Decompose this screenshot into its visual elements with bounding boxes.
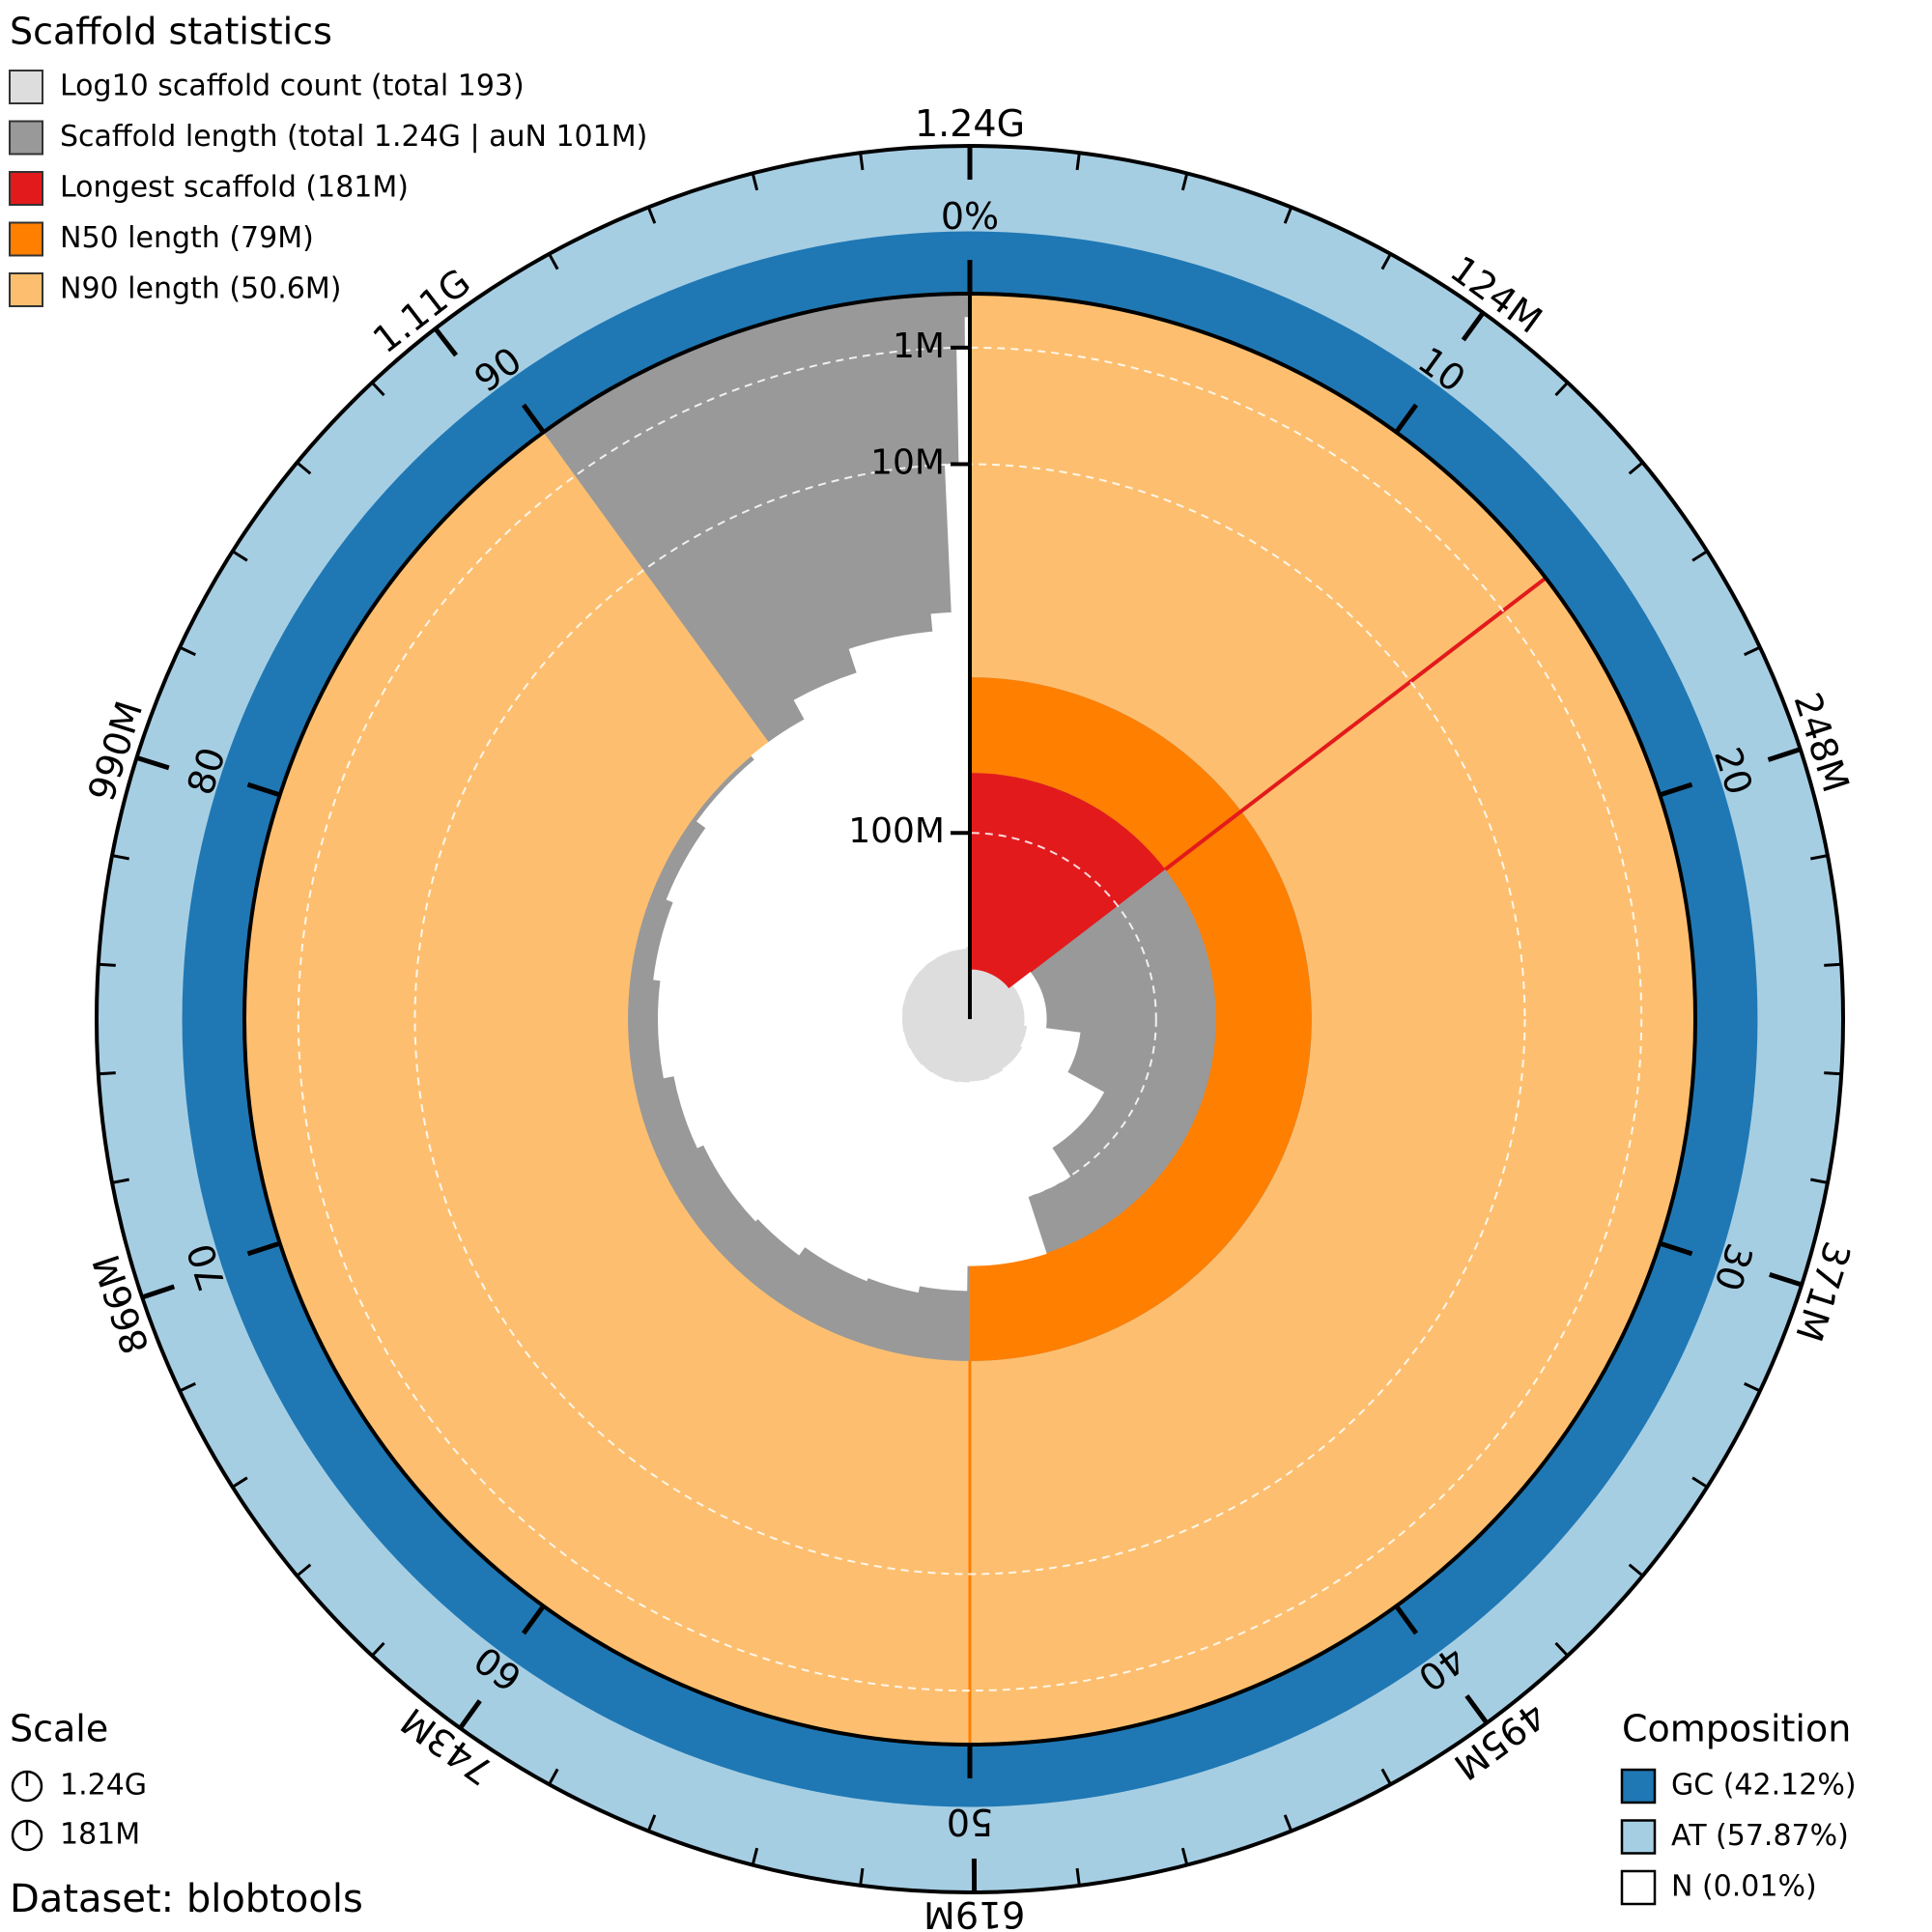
percent-tick [1394,1605,1419,1635]
length-tick [1767,747,1802,762]
radial-label: 1M [893,327,945,366]
composition-swatch [1620,1869,1657,1906]
minor-tick [1554,1641,1569,1658]
minor-tick [1628,1563,1644,1577]
length-label: 1.24G [915,102,1025,145]
minor-tick [98,962,116,967]
scale-label: 181M [60,1818,140,1852]
minor-tick [751,173,759,191]
minor-tick [1691,550,1709,562]
percent-tick [521,1605,546,1635]
radial-label: 10M [870,443,945,483]
minor-tick [179,645,196,657]
scale-icon [11,1770,43,1852]
length-tick [458,1699,482,1730]
minor-tick [1810,854,1829,861]
composition-label: N (0.01%) [1671,1870,1817,1904]
minor-tick [548,253,559,270]
longest-area [970,773,1166,1019]
legend-label: N50 length (79M) [60,221,314,255]
minor-tick [1824,1071,1842,1076]
percent-tick [1659,1240,1693,1257]
length-label: 619M [923,1893,1026,1932]
minor-tick [371,1641,385,1658]
minor-tick [859,1867,865,1887]
scale-title: Scale [10,1708,108,1750]
length-tick [135,754,170,771]
composition-swatch [1620,1768,1657,1804]
minor-tick [1628,461,1644,475]
minor-tick [231,550,248,562]
minor-tick [1810,1178,1829,1184]
minor-tick [751,1847,759,1865]
minor-tick [1075,1867,1081,1887]
length-tick [1464,1693,1490,1725]
minor-tick [296,1563,312,1577]
n50-area [970,677,1312,1361]
composition-label: GC (42.12%) [1671,1769,1857,1803]
legend-swatch [9,272,43,307]
grid-circle [297,346,1643,1692]
minor-tick [1554,381,1569,397]
longest-line [1164,576,1548,871]
minor-tick [1283,1814,1293,1833]
percent-label: 0% [941,195,999,238]
minor-tick [231,1476,248,1489]
composition-swatch [1620,1819,1657,1855]
composition-label: AT (57.87%) [1671,1819,1849,1853]
percent-tick [246,1240,281,1257]
percent-tick [521,403,546,434]
legend-label: N90 length (50.6M) [60,272,341,306]
length-tick [141,1284,176,1300]
minor-tick [1691,1476,1709,1489]
legend-label: Longest scaffold (181M) [60,171,409,205]
percent-tick [246,781,281,798]
minor-tick [1180,1847,1189,1865]
minor-tick [1075,152,1081,171]
minor-tick [179,1381,196,1393]
dataset-label: Dataset: blobtools [10,1877,363,1921]
minor-tick [1744,1381,1761,1393]
minor-tick [296,461,312,475]
legend-label: Scaffold length (total 1.24G | auN 101M) [60,120,647,154]
minor-tick [646,206,657,224]
length-tick [1461,311,1486,342]
length-tick [433,327,459,357]
legend-swatch [9,70,43,104]
minor-tick [98,1071,116,1076]
radial-label: 100M [848,811,945,851]
legend-swatch [9,221,43,257]
minor-tick [1744,645,1761,657]
minor-tick [548,1768,559,1785]
minor-tick [1283,206,1293,224]
percent-label: 50 [947,1801,993,1843]
minor-tick [1380,1768,1392,1785]
percent-tick [1659,781,1693,798]
legend-swatch [9,171,43,206]
minor-tick [371,381,385,397]
n90-area [243,294,1695,1746]
minor-tick [111,854,129,861]
minor-tick [859,152,865,171]
percent-tick [1394,403,1419,434]
legend-label: Log10 scaffold count (total 193) [60,70,525,103]
length-tick [1769,1271,1803,1288]
legend-title: Scaffold statistics [10,11,332,53]
grid-circle [782,832,1157,1207]
composition-title: Composition [1622,1708,1851,1750]
minor-tick [111,1178,129,1184]
minor-tick [1380,253,1392,270]
scale-label: 1.24G [60,1769,147,1803]
minor-tick [1180,173,1189,191]
minor-tick [646,1814,657,1833]
legend-swatch [9,120,43,156]
minor-tick [1824,962,1842,967]
